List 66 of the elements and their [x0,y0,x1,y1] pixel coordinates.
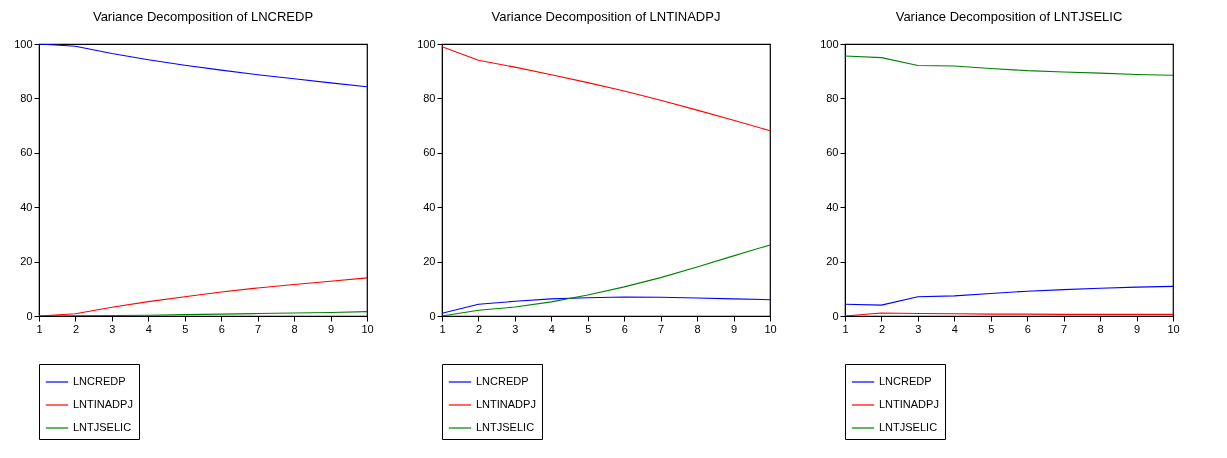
y-tick-label: 100 [820,37,839,50]
y-tick-label: 100 [14,37,33,50]
x-tick-label: 4 [951,322,958,335]
y-tick-label: 20 [826,255,839,268]
x-tick-label: 10 [361,322,374,335]
chart-title: Variance Decomposition of LNTINADPJ [491,9,721,24]
x-tick-label: 6 [621,322,628,335]
x-tick-label: 2 [878,322,886,335]
x-tick-label: 1 [36,322,43,335]
x-tick-label: 2 [72,322,80,335]
y-tick-label: 40 [826,200,839,213]
y-tick-label: 40 [423,200,436,213]
x-tick-label: 9 [327,322,335,335]
x-tick-label: 6 [218,322,225,335]
x-tick-label: 1 [842,322,849,335]
x-tick-label: 8 [291,322,298,335]
x-tick-label: 7 [658,322,665,335]
line-series [845,55,1173,76]
y-tick-label: 20 [20,255,33,268]
x-tick-label: 5 [182,322,189,335]
y-tick-label: 60 [20,146,33,159]
y-tick-label: 100 [417,37,436,50]
x-tick-label: 9 [1133,322,1141,335]
chart-title: Variance Decomposition of LNTJSELIC [895,9,1123,24]
y-tick-label: 40 [20,200,33,213]
x-tick-label: 8 [694,322,701,335]
x-tick-label: 7 [1061,322,1068,335]
legend-label: LNTJSELIC [476,421,535,433]
chart-title: Variance Decomposition of LNCREDP [92,9,314,24]
y-tick-label: 0 [832,309,839,322]
x-tick-label: 5 [585,322,592,335]
legend-label: LNTJSELIC [879,421,938,433]
legend-label: LNCREDP [73,375,126,387]
x-tick-label: 7 [255,322,262,335]
x-tick-label: 4 [145,322,152,335]
x-tick-label: 1 [439,322,446,335]
y-tick-label: 80 [423,91,436,104]
y-tick-label: 80 [826,91,839,104]
x-tick-label: 3 [512,322,519,335]
line-series [442,296,770,314]
legend-label: LNTJSELIC [73,421,132,433]
legend-label: LNTINADPJ [73,398,133,410]
legend-label: LNCREDP [476,375,529,387]
x-tick-label: 3 [915,322,922,335]
line-series [442,244,770,316]
y-tick-label: 0 [429,309,436,322]
line-series [442,46,770,132]
legend-label: LNTINADPJ [476,398,536,410]
x-tick-label: 9 [730,322,738,335]
y-tick-label: 80 [20,91,33,104]
line-series [39,44,367,88]
line-series [845,285,1173,306]
y-tick-label: 60 [826,146,839,159]
x-tick-label: 8 [1097,322,1104,335]
x-tick-label: 2 [475,322,483,335]
x-tick-label: 3 [109,322,116,335]
x-tick-label: 5 [988,322,995,335]
x-tick-label: 4 [548,322,555,335]
x-tick-label: 10 [1167,322,1180,335]
y-tick-label: 60 [423,146,436,159]
x-tick-label: 6 [1024,322,1031,335]
legend-label: LNTINADPJ [879,398,939,410]
y-tick-label: 20 [423,255,436,268]
x-tick-label: 10 [764,322,777,335]
legend-label: LNCREDP [879,375,932,387]
y-tick-label: 0 [26,309,33,322]
